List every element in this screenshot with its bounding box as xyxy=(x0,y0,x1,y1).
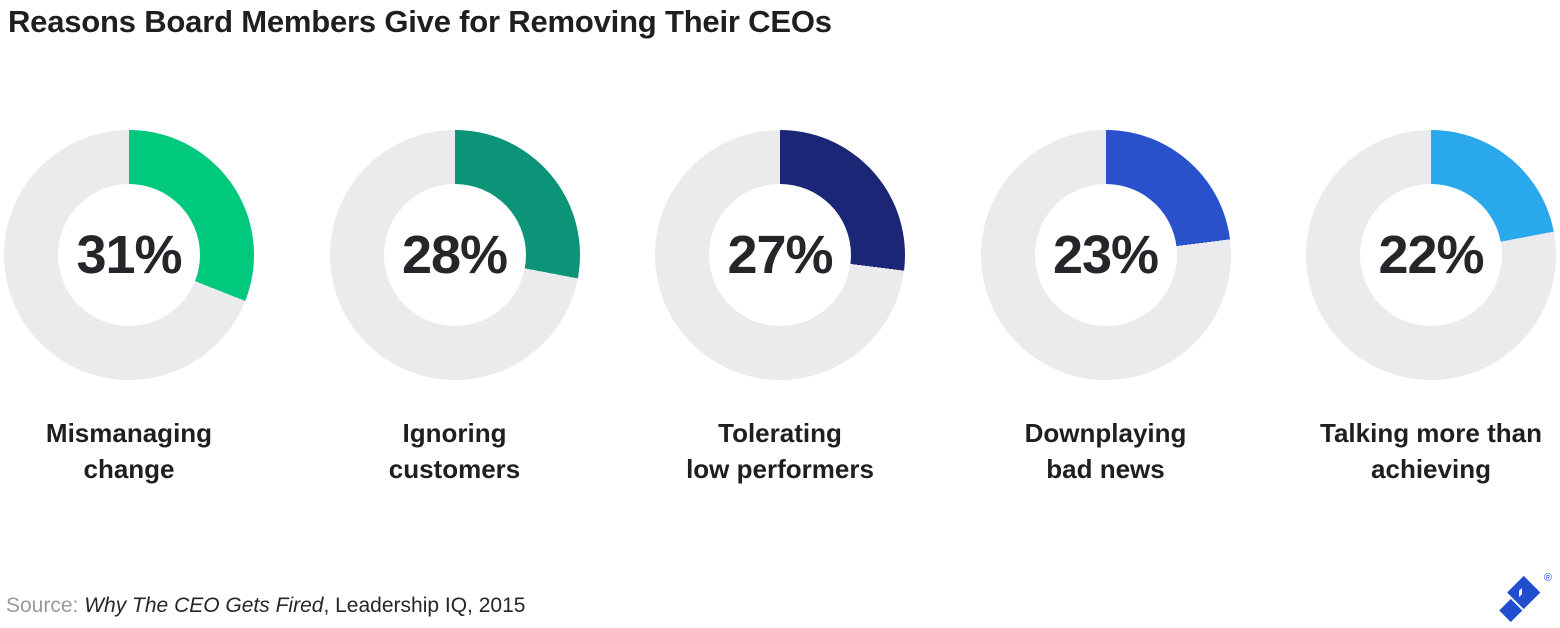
source-attribution: Source: Why The CEO Gets Fired, Leadersh… xyxy=(6,594,525,618)
donut-ring-talking-more-than-achieving: 22% xyxy=(1306,130,1556,380)
donut-cell-mismanaging-change: 31% Mismanaging change xyxy=(4,130,254,488)
donut-value-label: 27% xyxy=(727,225,833,285)
donut-ring-ignoring-customers: 28% xyxy=(329,130,580,380)
donut-chart-row: 31% Mismanaging change 28% Ignoring cust… xyxy=(0,130,1560,488)
toptal-logo: ® xyxy=(1498,572,1552,622)
donut-cell-talking-more-than-achieving: 22% Talking more than achieving xyxy=(1306,130,1556,488)
donut-hole: 22% xyxy=(1360,184,1502,326)
donut-cell-downplaying-bad-news: 23% Downplaying bad news xyxy=(980,130,1231,488)
toptal-logo-mark xyxy=(1499,575,1541,622)
donut-ring-mismanaging-change: 31% xyxy=(4,130,254,380)
donut-ring-downplaying-bad-news: 23% xyxy=(980,130,1231,380)
donut-hole: 27% xyxy=(709,184,851,326)
source-suffix: , Leadership IQ, 2015 xyxy=(323,594,526,617)
donut-cell-tolerating-low-performers: 27% Tolerating low performers xyxy=(655,130,905,488)
source-work-title: Why The CEO Gets Fired xyxy=(84,594,324,617)
donut-category-label: Ignoring customers xyxy=(388,418,521,484)
donut-hole: 31% xyxy=(58,184,200,326)
donut-value-label: 28% xyxy=(401,225,508,285)
donut-cell-ignoring-customers: 28% Ignoring customers xyxy=(329,130,580,488)
donut-category-label: Talking more than achieving xyxy=(1320,418,1542,484)
donut-category-label: Downplaying bad news xyxy=(1024,418,1187,484)
registered-trademark-symbol: ® xyxy=(1543,572,1552,584)
donut-category-label: Mismanaging change xyxy=(45,418,213,484)
donut-hole: 23% xyxy=(1034,184,1177,326)
donut-hole: 28% xyxy=(383,184,526,326)
donut-value-label: 22% xyxy=(1378,225,1484,285)
donut-value-label: 23% xyxy=(1052,225,1159,285)
donut-ring-tolerating-low-performers: 27% xyxy=(655,130,905,380)
donut-category-label: Tolerating low performers xyxy=(686,418,874,484)
donut-value-label: 31% xyxy=(76,225,182,285)
page-title: Reasons Board Members Give for Removing … xyxy=(8,4,832,39)
source-prefix: Source: xyxy=(6,594,85,617)
